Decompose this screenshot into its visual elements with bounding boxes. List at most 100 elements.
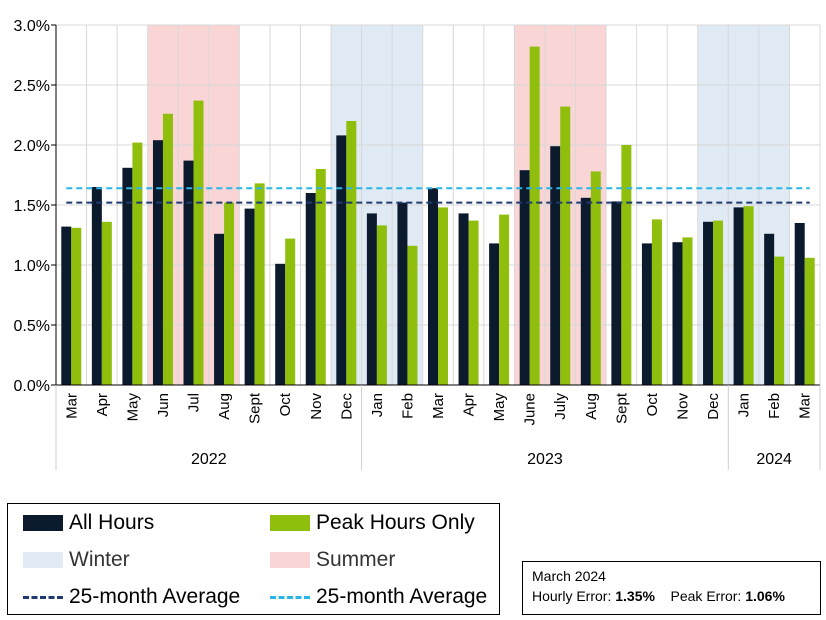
all-hours-bar <box>305 193 316 385</box>
all-hours-bar <box>91 187 102 385</box>
note-errors: Hourly Error: 1.35% Peak Error: 1.06% <box>532 586 811 606</box>
legend-avg-peak-line <box>270 595 310 599</box>
peak-hours-bar <box>254 183 265 385</box>
year-label: 2022 <box>191 451 227 468</box>
march-2024-note: March 2024 Hourly Error: 1.35% Peak Erro… <box>522 561 821 615</box>
axis-labels: 0.0% 0.5% 1.0% 1.5% 2.0% 2.5% 3.0% Mar Apr May Jun… <box>14 18 814 468</box>
year-label: 2023 <box>527 451 563 468</box>
peak-hours-bar <box>468 220 479 385</box>
all-hours-bar <box>244 208 255 385</box>
month-label: Oct <box>277 392 294 416</box>
legend-avg-all-label: 25-month Average <box>69 585 241 608</box>
month-label: Jan <box>736 393 753 417</box>
month-label: Aug <box>583 393 600 420</box>
note-peak-label: Peak Error: <box>670 588 742 604</box>
peak-hours-bar <box>713 220 724 385</box>
peak-hours-bar <box>101 221 112 385</box>
legend-all-hours-label: All Hours <box>69 511 155 534</box>
legend-winter-label: Winter <box>69 548 130 571</box>
all-hours-bar <box>641 243 652 385</box>
peak-hours-bar <box>315 169 326 385</box>
month-label: May <box>124 393 141 422</box>
all-hours-bar <box>336 135 347 385</box>
all-hours-bar <box>214 233 225 385</box>
all-hours-bar <box>152 140 163 385</box>
legend-avg-peak: 25-month Average <box>270 585 487 609</box>
y-tick-label: 0.0% <box>14 378 50 395</box>
all-hours-bar <box>794 223 805 385</box>
note-peak-value: 1.06% <box>745 588 785 604</box>
month-label: Feb <box>399 393 416 419</box>
peak-hours-bar <box>774 256 785 385</box>
all-hours-bar <box>733 207 744 385</box>
all-hours-bar <box>366 213 377 385</box>
month-label: July <box>552 393 569 420</box>
y-tick-label: 1.5% <box>14 198 50 215</box>
note-title: March 2024 <box>532 568 606 584</box>
legend-peak-hours-swatch <box>270 515 310 531</box>
legend: All Hours Peak Hours Only Winter Summer … <box>7 503 500 615</box>
note-hourly-label: Hourly Error: <box>532 588 612 604</box>
peak-hours-bar <box>590 171 601 385</box>
legend-winter-swatch <box>23 552 63 568</box>
peak-hours-bar <box>438 207 448 385</box>
legend-avg-all: 25-month Average <box>23 585 240 609</box>
peak-hours-bar <box>407 245 418 385</box>
all-hours-bar <box>397 202 408 385</box>
peak-hours-bar <box>224 202 235 385</box>
legend-summer-swatch <box>270 552 310 568</box>
month-label: Mar <box>63 393 80 419</box>
peak-hours-bar <box>499 214 510 385</box>
month-label: Mar <box>430 393 447 419</box>
peak-hours-bar <box>621 145 632 385</box>
month-label: June <box>522 393 539 426</box>
y-tick-label: 2.0% <box>14 138 50 155</box>
month-label: Oct <box>644 392 661 416</box>
legend-peak-hours-label: Peak Hours Only <box>316 511 475 534</box>
all-hours-bar <box>122 167 133 385</box>
peak-hours-bar <box>743 206 754 385</box>
all-hours-bar <box>703 221 714 385</box>
all-hours-bar <box>61 226 72 385</box>
month-label: Sept <box>613 392 630 424</box>
legend-all-hours-swatch <box>23 515 63 531</box>
y-tick-label: 2.5% <box>14 78 50 95</box>
error-bar-chart: 0.0% 0.5% 1.0% 1.5% 2.0% 2.5% 3.0% Mar Apr May Jun… <box>14 18 821 470</box>
legend-winter: Winter <box>23 548 130 572</box>
note-hourly-value: 1.35% <box>615 588 655 604</box>
peak-hours-bar <box>560 106 571 385</box>
month-label: Apr <box>94 393 111 416</box>
legend-peak-hours: Peak Hours Only <box>270 511 475 535</box>
peak-hours-bar <box>346 121 357 385</box>
month-label: Dec <box>338 393 355 420</box>
year-label: 2024 <box>756 451 792 468</box>
all-hours-bar <box>183 160 194 385</box>
y-tick-label: 3.0% <box>14 18 50 35</box>
month-label: Jul <box>186 393 203 412</box>
peak-hours-bar <box>651 219 662 385</box>
legend-avg-all-line <box>23 595 63 599</box>
legend-all-hours: All Hours <box>23 511 154 535</box>
month-label: Nov <box>674 393 691 420</box>
legend-avg-peak-label: 25-month Average <box>316 585 488 608</box>
all-hours-bar <box>611 201 622 385</box>
peak-hours-bar <box>162 113 173 386</box>
all-hours-bar <box>489 243 500 385</box>
legend-summer: Summer <box>270 548 395 572</box>
month-label: Feb <box>766 393 783 419</box>
y-tick-label: 1.0% <box>14 258 50 275</box>
month-label: Apr <box>461 393 478 416</box>
month-label: Jun <box>155 393 172 417</box>
month-label: Mar <box>797 393 814 419</box>
all-hours-bar <box>672 242 683 385</box>
average-lines <box>66 187 810 204</box>
month-label: Sept <box>247 392 264 424</box>
peak-hours-bar <box>71 227 82 385</box>
month-label: Aug <box>216 393 233 420</box>
month-label: Dec <box>705 393 722 420</box>
peak-hours-bar <box>285 238 296 385</box>
legend-summer-label: Summer <box>316 548 396 571</box>
peak-hours-bar <box>682 237 693 385</box>
all-hours-bar <box>580 197 591 385</box>
all-hours-bar <box>458 213 469 385</box>
